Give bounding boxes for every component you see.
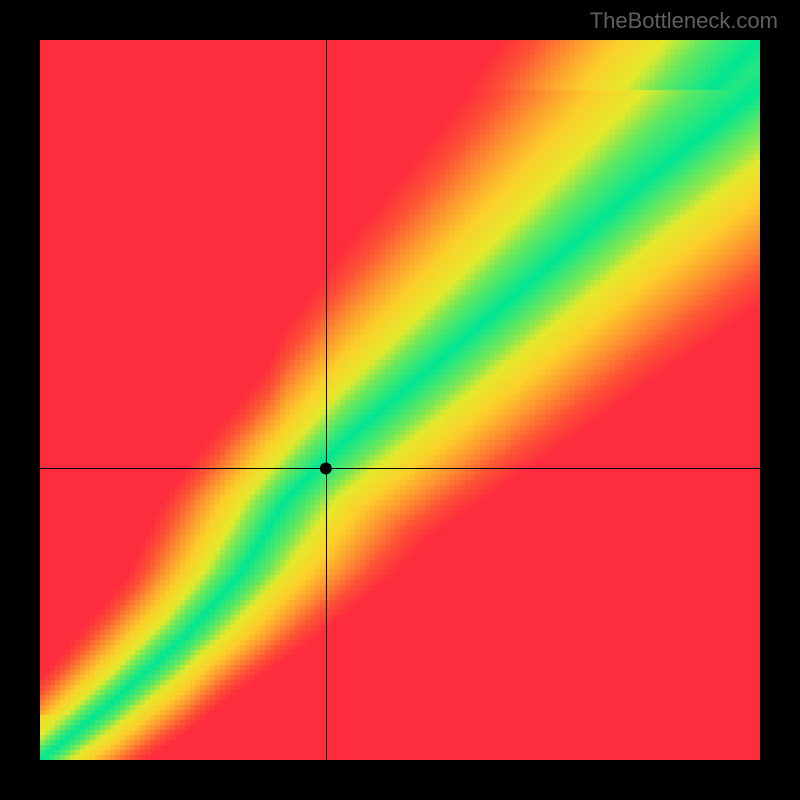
heatmap-chart bbox=[40, 40, 760, 760]
heatmap-overlay bbox=[40, 40, 760, 760]
watermark-text: TheBottleneck.com bbox=[590, 8, 778, 34]
